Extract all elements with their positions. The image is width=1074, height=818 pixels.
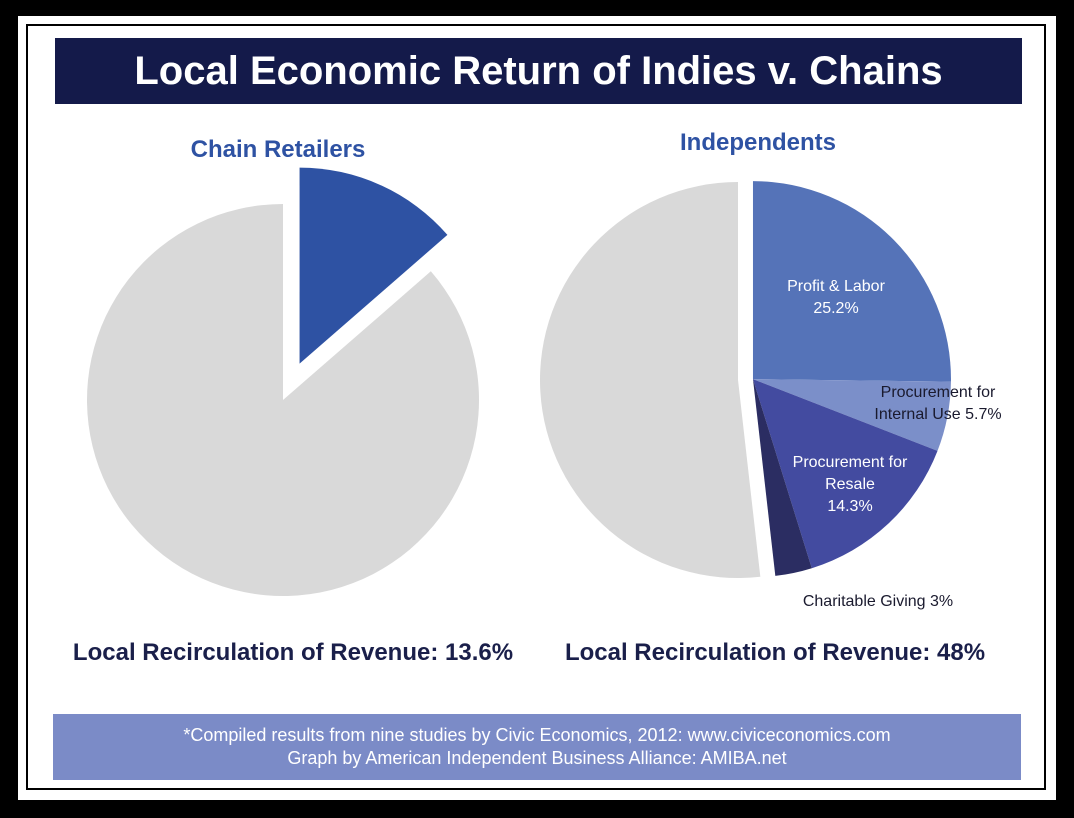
slice-label: Charitable Giving 3% bbox=[778, 591, 978, 613]
pie-slice bbox=[752, 379, 938, 569]
pie-slice bbox=[299, 167, 448, 364]
footer-line: *Compiled results from nine studies by C… bbox=[183, 725, 891, 745]
value-label: 3% bbox=[930, 593, 954, 610]
annotation: Local Recirculation of Revenue: 13.6% bbox=[72, 639, 514, 666]
pie-slice bbox=[752, 379, 812, 576]
slice-label: Procurement for Resale 14.3% bbox=[793, 452, 908, 518]
value-label: 14.3% bbox=[827, 498, 873, 515]
category-label: Charitable Giving bbox=[802, 593, 926, 610]
category-label: Procurement for Resale bbox=[792, 454, 908, 493]
category-label: Procurement for Internal Use bbox=[874, 384, 996, 423]
footer-line: Graph by American Independent Business A… bbox=[287, 748, 787, 768]
slice-label: Procurement for Internal Use 5.7% bbox=[863, 382, 1013, 426]
slice-label: Profit & Labor 25.2% bbox=[756, 276, 916, 320]
title-bar: Local Economic Return of Indies v. Chain… bbox=[55, 38, 1022, 104]
category-label: Profit & Labor bbox=[787, 278, 885, 295]
pie-title: Chain Retailers bbox=[190, 136, 366, 163]
pie-title: Independents bbox=[679, 129, 837, 156]
value-label: 25.2% bbox=[813, 300, 859, 317]
value-label: 5.7% bbox=[965, 406, 1002, 423]
frame bbox=[26, 24, 1046, 790]
pie-slice bbox=[540, 182, 761, 578]
pie-slice bbox=[752, 181, 951, 382]
footer: *Compiled results from nine studies by C… bbox=[53, 714, 1021, 780]
pie-slice bbox=[86, 204, 479, 596]
pie-slice bbox=[752, 379, 951, 451]
annotation: Local Recirculation of Revenue: 48% bbox=[564, 639, 986, 666]
title: Local Economic Return of Indies v. Chain… bbox=[134, 49, 943, 93]
